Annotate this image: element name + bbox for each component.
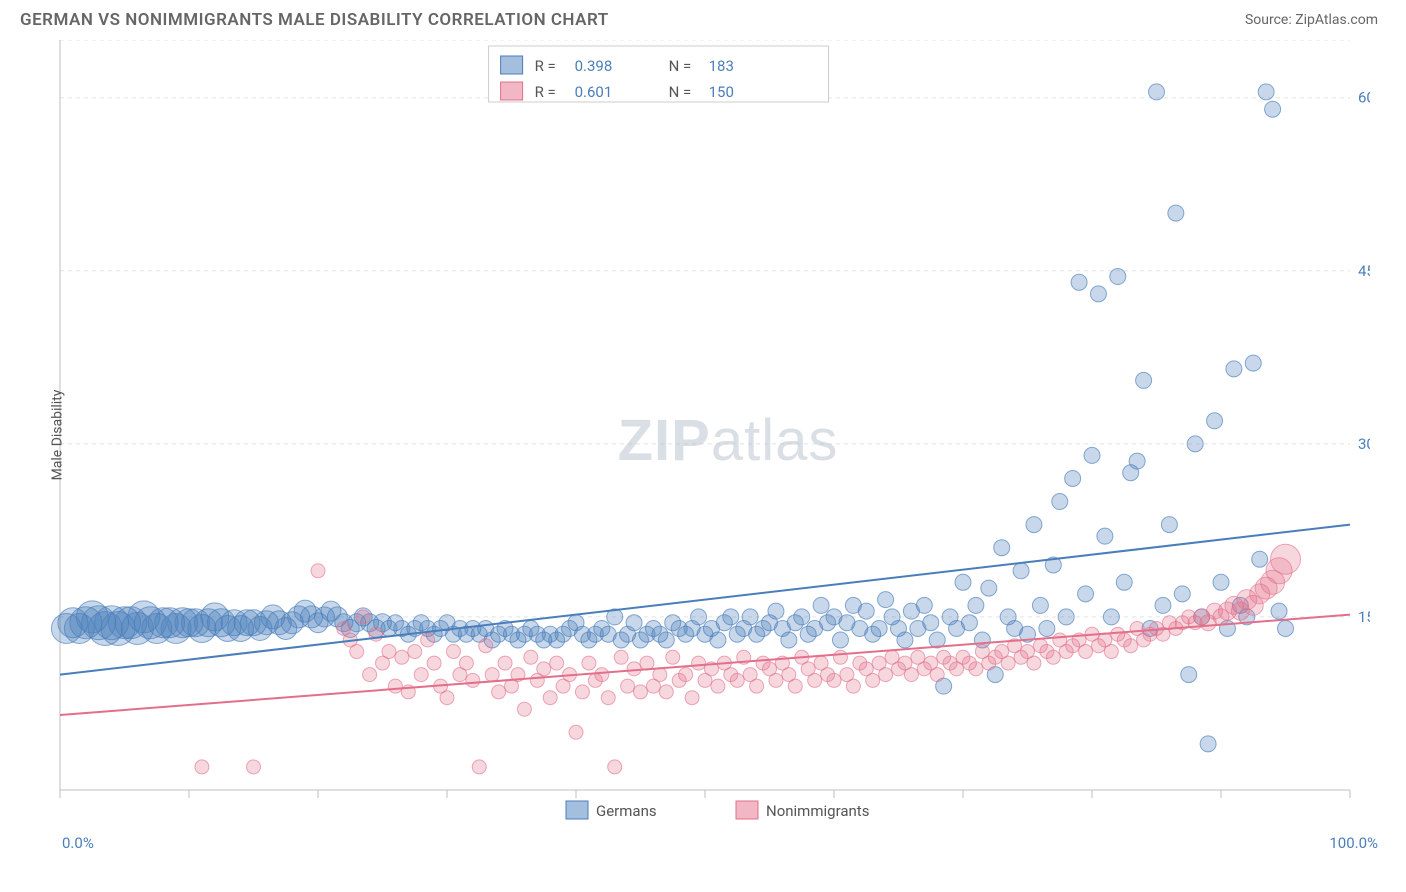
svg-text:ZIPatlas: ZIPatlas	[618, 408, 839, 473]
svg-text:15.0%: 15.0%	[1358, 608, 1370, 626]
svg-text:N =: N =	[669, 57, 692, 75]
svg-text:150: 150	[709, 83, 734, 101]
svg-text:Germans: Germans	[596, 802, 657, 820]
chart-source: Source: ZipAtlas.com	[1245, 12, 1378, 28]
svg-text:183: 183	[709, 57, 734, 75]
x-axis-max-label: 100.0%	[1329, 834, 1378, 852]
svg-text:60.0%: 60.0%	[1358, 89, 1370, 107]
svg-text:R =: R =	[535, 83, 556, 101]
chart-title: GERMAN VS NONIMMIGRANTS MALE DISABILITY …	[20, 10, 609, 30]
x-axis-min-label: 0.0%	[62, 834, 94, 852]
y-axis-label: Male Disability	[49, 390, 65, 481]
svg-text:Nonimmigrants: Nonimmigrants	[766, 802, 869, 820]
svg-text:30.0%: 30.0%	[1358, 435, 1370, 453]
chart-header: GERMAN VS NONIMMIGRANTS MALE DISABILITY …	[0, 0, 1406, 36]
svg-text:45.0%: 45.0%	[1358, 262, 1370, 280]
svg-text:N =: N =	[669, 83, 692, 101]
x-axis-labels: 0.0% 100.0%	[0, 830, 1406, 852]
correlation-scatter-chart: 15.0% 30.0% 45.0% 60.0% ZIPatlas R = 0.398 N = 1…	[50, 40, 1370, 830]
series-nonimmigrants	[195, 544, 1301, 774]
chart-container: Male Disability 15.0% 30.0% 45.0% 60.0% ZIPa…	[50, 40, 1370, 830]
svg-text:0.601: 0.601	[575, 83, 613, 101]
svg-text:R =: R =	[535, 57, 556, 75]
svg-text:0.398: 0.398	[575, 57, 613, 75]
